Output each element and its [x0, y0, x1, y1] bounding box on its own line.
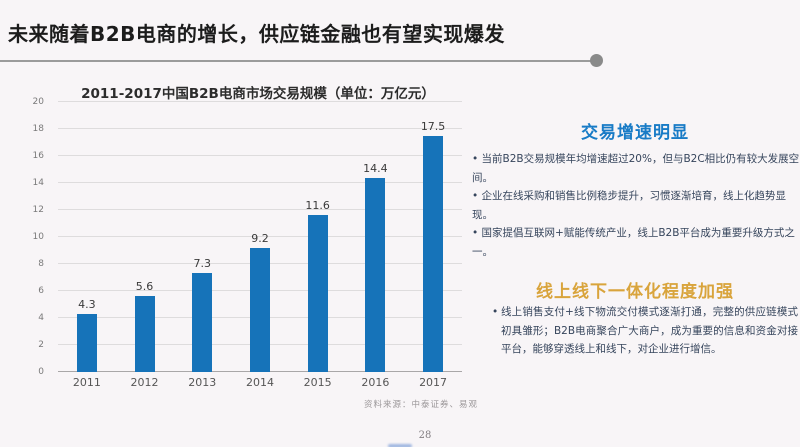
y-tick-label: 0 [38, 367, 44, 377]
bar-value-label: 14.4 [363, 161, 388, 175]
bar-column: 9.2 [231, 102, 288, 372]
bar-2011 [76, 313, 97, 372]
bar-2015 [307, 215, 328, 372]
bar-value-label: 7.3 [193, 257, 212, 271]
gridline [58, 101, 462, 102]
bar-2016 [365, 177, 386, 372]
x-tick-label: 2012 [130, 376, 159, 389]
bullet-item: 当前B2B交易规模年均增速超过20%，但与B2C相比仍有较大发展空间。 [472, 150, 800, 187]
bar-column: 17.5 [405, 102, 462, 372]
bar-2013 [192, 273, 213, 372]
y-tick-label: 4 [38, 313, 44, 323]
gridline [58, 128, 462, 129]
bar-value-label: 5.6 [135, 280, 154, 294]
bar-column: 11.6 [289, 102, 346, 372]
y-tick-label: 20 [32, 97, 44, 107]
bullet-item: 国家提倡互联网+赋能传统产业，线上B2B平台成为重要升级方式之一。 [472, 224, 800, 261]
page-title: 未来随着B2B电商的增长，供应链金融也有望实现爆发 [8, 22, 505, 46]
y-tick-label: 2 [38, 340, 44, 350]
bar-value-label: 11.6 [305, 199, 330, 213]
bar-column: 14.4 [347, 102, 404, 372]
title-divider-dot [590, 54, 603, 67]
y-tick-label: 10 [32, 232, 44, 242]
bullet-item: 线上销售支付+线下物流交付模式逐渐打通，完整的供应链模式初具雏形；B2B电商聚合… [492, 303, 798, 359]
page-number: 28 [418, 430, 432, 441]
bullet-list-transaction-growth: 当前B2B交易规模年均增速超过20%，但与B2C相比仍有较大发展空间。 企业在线… [472, 150, 800, 261]
y-tick-label: 16 [32, 151, 44, 161]
bar-column: 7.3 [174, 102, 231, 372]
bar-value-label: 9.2 [251, 231, 269, 245]
bar-column: 4.3 [58, 102, 115, 372]
bar-2014 [249, 247, 270, 372]
y-tick-label: 6 [38, 286, 44, 296]
y-tick-label: 14 [32, 178, 44, 188]
y-tick-label: 8 [38, 259, 44, 269]
y-tick-label: 18 [32, 124, 44, 134]
title-divider-line [0, 60, 592, 62]
gridline [58, 236, 462, 237]
bar-2017 [423, 135, 444, 372]
chart-x-axis: 2011 2012 2013 2014 2015 2016 2017 [58, 376, 462, 389]
bars-row: 4.3 5.6 7.3 9.2 11.6 14.4 17.5 [58, 102, 462, 372]
cutoff-text-fragment [388, 444, 412, 447]
x-tick-label: 2014 [245, 376, 274, 389]
bar-2012 [134, 296, 155, 372]
bullet-list-online-offline: 线上销售支付+线下物流交付模式逐渐打通，完整的供应链模式初具雏形；B2B电商聚合… [492, 303, 798, 359]
section-heading-transaction-growth: 交易增速明显 [581, 123, 689, 143]
bullet-item: 企业在线采购和销售比例稳步提升，习惯逐渐培育，线上化趋势显现。 [472, 187, 800, 224]
x-tick-label: 2011 [72, 376, 101, 389]
bar-value-label: 4.3 [78, 297, 96, 311]
bar-chart-plot: 4.3 5.6 7.3 9.2 11.6 14.4 17.5 [58, 101, 462, 372]
x-tick-label: 2015 [303, 376, 332, 389]
gridline [58, 155, 462, 156]
y-tick-label: 12 [32, 205, 44, 215]
gridline [58, 182, 462, 183]
x-tick-label: 2013 [188, 376, 217, 389]
bar-value-label: 17.5 [420, 119, 446, 133]
x-tick-label: 2017 [419, 376, 448, 389]
bar-column: 5.6 [116, 102, 173, 372]
x-tick-label: 2016 [361, 376, 390, 389]
gridline [58, 209, 462, 210]
chart-source-note: 资料来源：中泰证券、易观 [363, 400, 478, 410]
chart-title: 2011-2017中国B2B电商市场交易规模（单位：万亿元） [81, 86, 435, 102]
chart-y-axis: 0 2 4 6 8 10 12 14 16 18 20 [26, 97, 52, 377]
section-heading-online-offline-integration: 线上线下一体化程度加强 [536, 282, 734, 302]
